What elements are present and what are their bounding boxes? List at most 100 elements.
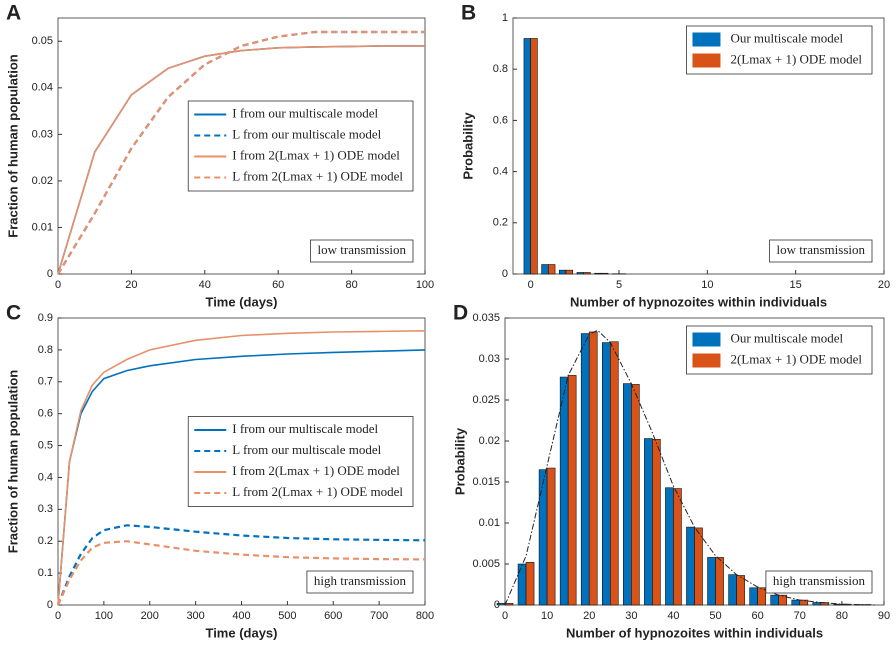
panel-letter: D xyxy=(453,302,468,325)
legend: I from our multiscale model L from our mu… xyxy=(187,100,414,192)
bar xyxy=(548,264,556,275)
x-tick-label: 0 xyxy=(502,610,508,622)
line-series xyxy=(57,30,425,275)
x-tick-label: 400 xyxy=(232,610,250,622)
y-tick-label: 0.015 xyxy=(472,476,500,488)
x-tick-label: 30 xyxy=(625,610,637,622)
x-axis-title: Time (days) xyxy=(205,294,277,309)
panel: C 0 100 200 300 400 500 600 700 800 0 0.1 0.2 0.3 0.4 0… xyxy=(5,302,434,641)
x-tick-label: 600 xyxy=(324,610,342,622)
bar xyxy=(799,599,809,606)
bar xyxy=(715,557,724,606)
y-tick-label: 0.6 xyxy=(38,408,53,420)
x-tick-label: 20 xyxy=(125,279,137,291)
x-tick-label: 800 xyxy=(416,610,434,622)
x-axis-title: Number of hypnozoites within individuals xyxy=(566,625,823,640)
annotation: low transmission xyxy=(318,242,407,257)
panel: D010203040506070809000.0050.010.0150.020… xyxy=(452,302,890,641)
legend-swatch xyxy=(692,353,721,368)
legend-swatch xyxy=(692,53,721,68)
x-tick-label: 10 xyxy=(541,610,553,622)
bar xyxy=(538,469,548,606)
x-axis-title: Number of hypnozoites within individuals xyxy=(570,294,827,309)
bar xyxy=(601,272,609,275)
legend-label: 2(Lmax + 1) ODE model xyxy=(730,51,862,66)
legend: Our multiscale model 2(Lmax + 1) ODE mode… xyxy=(686,25,873,75)
bar xyxy=(496,603,506,606)
bar xyxy=(504,603,514,606)
x-axis-title: Time (days) xyxy=(205,625,277,640)
y-tick-label: 0.02 xyxy=(479,435,500,447)
y-tick-label: 0.02 xyxy=(32,175,53,187)
x-tick-label: 0 xyxy=(55,610,61,622)
y-tick-label: 0.4 xyxy=(493,166,508,178)
y-tick-label: 0.2 xyxy=(493,217,508,229)
legend-label: L from our multiscale model xyxy=(232,442,381,457)
bar xyxy=(609,341,619,606)
x-tick-label: 20 xyxy=(583,610,595,622)
bar xyxy=(736,575,745,606)
line-series xyxy=(56,524,426,606)
y-tick-label: 0.01 xyxy=(32,221,53,233)
bar xyxy=(588,331,598,606)
panel-letter: A xyxy=(6,2,21,25)
x-tick-label: 100 xyxy=(416,279,434,291)
y-tick-label: 0.8 xyxy=(493,63,508,75)
y-tick-label: 0 xyxy=(502,268,508,280)
bar xyxy=(583,272,591,275)
panel: A 0 20 40 60 80 100 0 0.01 0.02 0.03 0.04 0.05 Time (… xyxy=(5,2,434,310)
annotation-box xyxy=(769,239,873,263)
x-tick-label: 100 xyxy=(95,610,113,622)
y-axis-title: Probability xyxy=(460,112,475,180)
y-tick-label: 0.005 xyxy=(472,558,500,570)
legend-label: Our multiscale model xyxy=(730,30,843,45)
bar xyxy=(559,376,569,606)
x-tick-label: 500 xyxy=(278,610,296,622)
bar xyxy=(623,383,632,606)
bar xyxy=(565,269,574,275)
x-tick-label: 90 xyxy=(878,610,890,622)
fit-curve xyxy=(504,329,876,606)
y-tick-label: 0.3 xyxy=(38,503,53,515)
bar xyxy=(567,375,577,606)
legend-label: L from 2(Lmax + 1) ODE model xyxy=(232,168,403,183)
bar xyxy=(541,264,549,275)
y-tick-label: 0.04 xyxy=(32,82,53,94)
bar xyxy=(749,587,758,606)
y-tick-label: 0.025 xyxy=(472,394,500,406)
y-tick-label: 0.5 xyxy=(38,439,53,451)
legend-swatch xyxy=(692,332,721,347)
x-tick-label: 0 xyxy=(528,279,534,291)
x-tick-label: 50 xyxy=(709,610,721,622)
x-tick-label: 700 xyxy=(370,610,388,622)
bar xyxy=(523,38,531,275)
line-series xyxy=(57,45,425,275)
bar xyxy=(546,467,556,606)
y-tick-label: 0 xyxy=(47,268,53,280)
y-tick-label: 0.7 xyxy=(38,376,53,388)
bar xyxy=(778,594,788,606)
annotation-box xyxy=(306,570,414,594)
y-axis-title: Fraction of human population xyxy=(5,54,20,237)
x-tick-label: 15 xyxy=(790,279,802,291)
y-tick-label: 0.1 xyxy=(38,567,53,579)
panel: B 0 5 10 15 20 0 0.2 0.4 0.6 0.8 1 Number of hypnozo… xyxy=(460,2,890,310)
panel-letter: C xyxy=(6,302,21,325)
legend-label: 2(Lmax + 1) ODE model xyxy=(730,351,862,366)
bar xyxy=(525,562,535,606)
legend-label: I from 2(Lmax + 1) ODE model xyxy=(232,147,400,162)
annotation: high transmission xyxy=(314,573,407,588)
bar xyxy=(673,488,682,606)
x-tick-label: 5 xyxy=(616,279,622,291)
y-tick-label: 0.03 xyxy=(32,128,53,140)
y-tick-label: 0 xyxy=(47,599,53,611)
legend-label: I from our multiscale model xyxy=(232,421,378,436)
bar xyxy=(594,272,602,275)
y-tick-label: 0.2 xyxy=(38,535,53,547)
bar xyxy=(652,439,661,606)
bar xyxy=(707,557,716,606)
bar xyxy=(530,38,538,275)
bar xyxy=(576,272,584,275)
y-tick-label: 0.05 xyxy=(32,35,53,47)
line-series xyxy=(56,540,426,606)
